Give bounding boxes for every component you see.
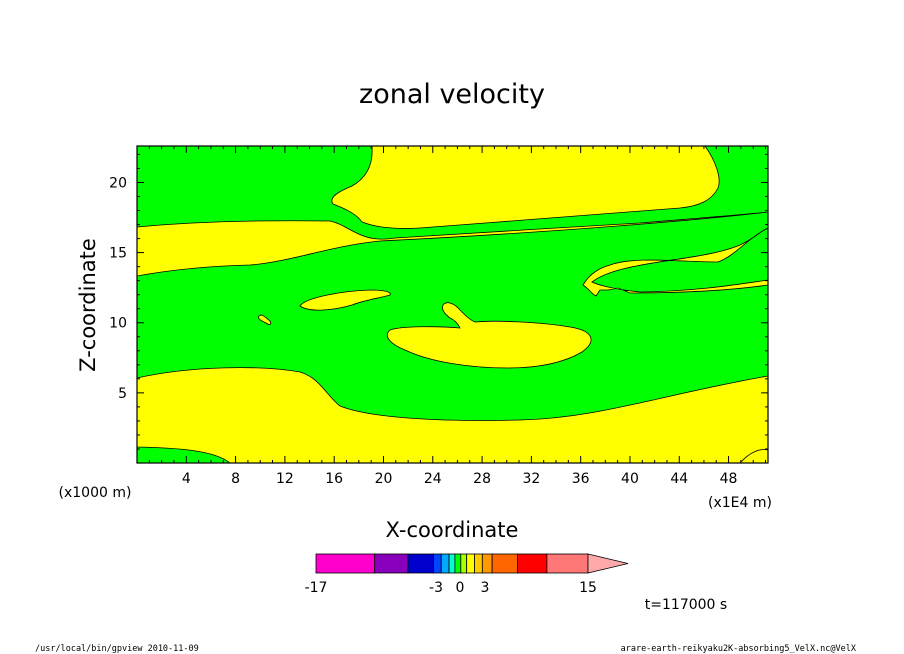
colorbar-segment [491, 553, 518, 574]
colorbar-segment [448, 553, 456, 574]
x-tick-label: 28 [473, 471, 491, 487]
colorbar-arrow [587, 553, 629, 574]
colorbar [315, 553, 629, 574]
x-unit-right: (x1E4 m) [708, 495, 772, 511]
colorbar-segment [546, 553, 589, 574]
x-tick-label: 20 [375, 471, 393, 487]
x-tick-label: 36 [572, 471, 590, 487]
y-axis-label: Z-coordinate [76, 238, 100, 372]
x-tick-label: 24 [424, 471, 442, 487]
positive-island-3 [386, 302, 592, 369]
colorbar-segment [466, 553, 475, 574]
positive-island-2 [258, 314, 272, 325]
footer-left: /usr/local/bin/gpview 2010-11-09 [35, 644, 199, 654]
colorbar-label: 15 [579, 580, 597, 596]
positive-island-1 [299, 289, 391, 311]
colorbar-labels: -17 -3 0 3 15 [305, 580, 597, 596]
colorbar-segment [517, 553, 548, 574]
x-unit-left: (x1000 m) [59, 485, 132, 501]
colorbar-segment [454, 553, 462, 574]
colorbar-segment [474, 553, 483, 574]
colorbar-segment [374, 553, 409, 574]
x-tick-label: 8 [231, 471, 240, 487]
chart-title: zonal velocity [359, 79, 545, 110]
y-tick-label: 5 [118, 386, 127, 402]
colorbar-segment [315, 553, 376, 574]
colorbar-label: 3 [481, 580, 490, 596]
plot-frame [136, 145, 769, 464]
colorbar-label: 0 [456, 580, 465, 596]
x-tick-label: 4 [182, 471, 191, 487]
x-tick-label: 16 [325, 471, 343, 487]
colorbar-segment [433, 553, 442, 574]
x-tick-label: 44 [670, 471, 688, 487]
colorbar-label: -3 [429, 580, 443, 596]
y-tick-label: 20 [109, 175, 127, 191]
colorbar-segment [407, 553, 434, 574]
x-tick-label: 48 [720, 471, 738, 487]
contour-field [137, 146, 768, 463]
colorbar-segment [481, 553, 493, 574]
positive-region-top [331, 146, 720, 229]
time-label: t=117000 s [645, 597, 727, 613]
x-tick-label: 40 [621, 471, 639, 487]
y-tick-label: 15 [109, 246, 127, 262]
colorbar-label: -17 [305, 580, 328, 596]
colorbar-segment [440, 553, 450, 574]
y-tick-label: 10 [109, 316, 127, 332]
colorbar-segment [460, 553, 468, 574]
x-tick-label: 32 [522, 471, 540, 487]
positive-region-middle [137, 211, 768, 297]
x-tick-label: 12 [276, 471, 294, 487]
footer-right: arare-earth-reikyaku2K-absorbing5_VelX.n… [621, 644, 857, 654]
positive-region-bottom [137, 367, 768, 463]
x-axis-label: X-coordinate [386, 518, 519, 542]
